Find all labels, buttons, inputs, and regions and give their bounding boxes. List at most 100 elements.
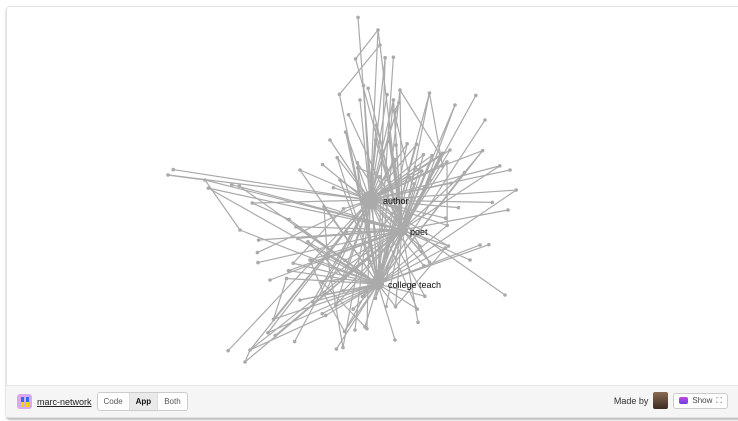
node[interactable]: [506, 208, 510, 212]
node[interactable]: [443, 246, 448, 250]
node[interactable]: [410, 195, 414, 200]
node[interactable]: [322, 292, 327, 297]
node[interactable]: [391, 55, 396, 60]
node[interactable]: [256, 260, 260, 265]
hub-node[interactable]: [372, 278, 384, 290]
node[interactable]: [440, 164, 445, 168]
node[interactable]: [356, 15, 360, 20]
node[interactable]: [365, 326, 369, 331]
author-avatar[interactable]: [653, 392, 669, 409]
node[interactable]: [346, 112, 351, 117]
node[interactable]: [238, 228, 242, 232]
node[interactable]: [456, 205, 461, 210]
node[interactable]: [422, 185, 427, 189]
node[interactable]: [490, 200, 495, 205]
node[interactable]: [446, 244, 451, 248]
node[interactable]: [320, 162, 325, 167]
node[interactable]: [229, 182, 234, 187]
node[interactable]: [357, 188, 361, 193]
node[interactable]: [376, 28, 380, 32]
node[interactable]: [415, 307, 420, 311]
node[interactable]: [430, 153, 434, 158]
node[interactable]: [445, 223, 450, 228]
node[interactable]: [355, 166, 360, 170]
node[interactable]: [366, 86, 370, 91]
node[interactable]: [286, 268, 291, 273]
node[interactable]: [474, 93, 478, 98]
node[interactable]: [351, 307, 355, 311]
node[interactable]: [397, 100, 401, 105]
network-graph[interactable]: author poet college teach: [0, 0, 738, 385]
node[interactable]: [427, 91, 432, 95]
node[interactable]: [480, 148, 485, 153]
node[interactable]: [483, 118, 487, 122]
node[interactable]: [374, 123, 379, 127]
node[interactable]: [273, 333, 278, 338]
node[interactable]: [361, 83, 366, 88]
node[interactable]: [448, 148, 452, 152]
node[interactable]: [393, 338, 397, 342]
node[interactable]: [423, 294, 427, 298]
node[interactable]: [353, 57, 358, 61]
node[interactable]: [248, 348, 252, 352]
node[interactable]: [344, 230, 348, 234]
node[interactable]: [383, 278, 388, 282]
node[interactable]: [387, 131, 391, 136]
node[interactable]: [287, 217, 291, 222]
node[interactable]: [166, 173, 170, 177]
node[interactable]: [392, 109, 396, 114]
node[interactable]: [342, 329, 347, 334]
node[interactable]: [394, 143, 398, 147]
view-both-button[interactable]: Both: [164, 397, 181, 406]
app-title-link[interactable]: marc-network: [37, 396, 92, 407]
node[interactable]: [366, 257, 371, 262]
node[interactable]: [250, 201, 255, 205]
node[interactable]: [405, 141, 409, 146]
node[interactable]: [325, 256, 330, 261]
node[interactable]: [343, 276, 347, 281]
node[interactable]: [268, 278, 272, 282]
node[interactable]: [412, 182, 416, 186]
node[interactable]: [295, 236, 300, 241]
node[interactable]: [387, 139, 392, 144]
node[interactable]: [294, 224, 298, 229]
node[interactable]: [487, 242, 491, 247]
node[interactable]: [478, 243, 482, 247]
node[interactable]: [335, 155, 340, 160]
node[interactable]: [237, 184, 242, 188]
node[interactable]: [413, 165, 418, 170]
node[interactable]: [421, 152, 426, 157]
node[interactable]: [255, 250, 260, 255]
node[interactable]: [333, 303, 338, 308]
node[interactable]: [414, 142, 419, 147]
hub-node[interactable]: [396, 224, 408, 236]
node[interactable]: [353, 328, 357, 332]
node[interactable]: [395, 205, 399, 209]
node[interactable]: [393, 157, 397, 162]
node[interactable]: [373, 138, 378, 142]
node[interactable]: [462, 170, 467, 175]
node[interactable]: [360, 294, 365, 299]
node[interactable]: [341, 288, 346, 293]
node[interactable]: [419, 249, 424, 254]
node[interactable]: [310, 300, 315, 304]
node[interactable]: [308, 258, 312, 262]
node[interactable]: [338, 178, 342, 182]
node[interactable]: [355, 160, 360, 165]
node[interactable]: [203, 178, 207, 182]
node[interactable]: [291, 261, 295, 266]
node[interactable]: [334, 347, 339, 351]
node[interactable]: [398, 88, 402, 92]
node[interactable]: [384, 304, 388, 309]
node[interactable]: [383, 55, 387, 60]
node[interactable]: [341, 345, 345, 350]
node[interactable]: [306, 239, 310, 244]
node[interactable]: [428, 178, 432, 182]
node[interactable]: [391, 98, 396, 102]
node[interactable]: [322, 204, 326, 209]
node[interactable]: [427, 260, 432, 264]
node[interactable]: [343, 258, 347, 263]
node[interactable]: [508, 168, 512, 172]
node[interactable]: [417, 244, 422, 248]
node[interactable]: [320, 311, 325, 316]
